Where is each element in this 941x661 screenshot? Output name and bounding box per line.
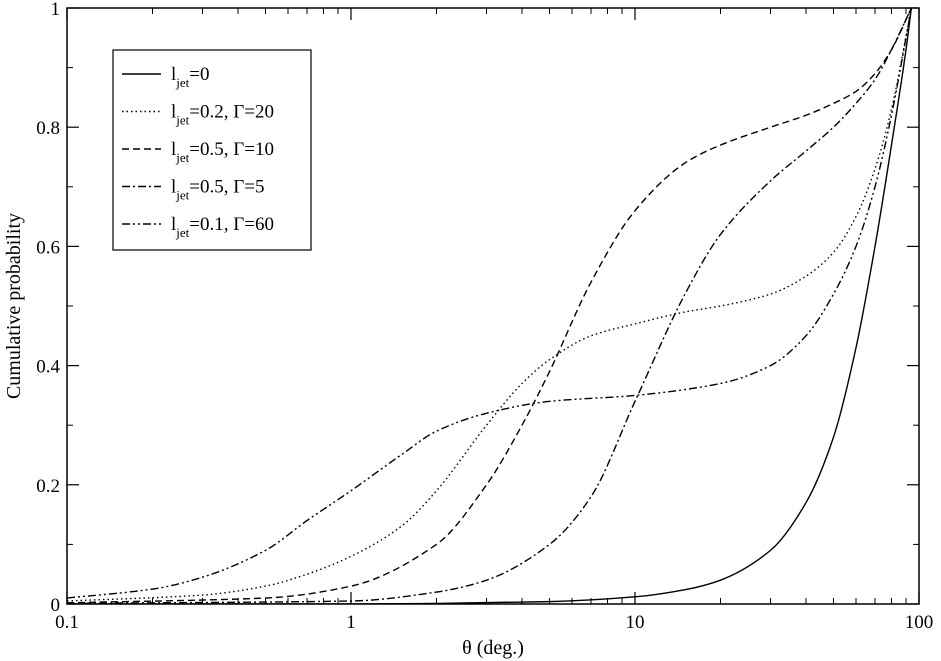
series-line-2 bbox=[67, 8, 913, 602]
legend: ljet=0 ljet=0.2, Γ=20 ljet=0.5, Γ=10 ljet=0… bbox=[112, 49, 312, 251]
legend-label-4: ljet=0.5, Γ=5 bbox=[171, 177, 264, 203]
series-line-3 bbox=[67, 8, 913, 604]
x-tick-label: 100 bbox=[905, 612, 934, 633]
series-line-5 bbox=[67, 8, 913, 599]
y-tick-label: 0.8 bbox=[36, 118, 60, 139]
series-line-4 bbox=[67, 8, 913, 604]
y-tick-label: 0.6 bbox=[36, 237, 60, 258]
x-tick-label: 1 bbox=[346, 612, 356, 633]
legend-label-5: ljet=0.1, Γ=60 bbox=[171, 214, 274, 240]
x-tick-label: 10 bbox=[626, 612, 645, 633]
ticks-layer: 0.1 1 10 100 0 0.2 0.4 0.6 0.8 1 bbox=[36, 0, 933, 633]
legend-label-1: ljet=0 bbox=[171, 64, 210, 90]
y-tick-label: 0.4 bbox=[36, 357, 60, 378]
y-tick-label: 0 bbox=[51, 595, 61, 616]
y-axis-label: Cumulative probability bbox=[3, 213, 25, 399]
x-axis-label: θ (deg.) bbox=[462, 637, 524, 659]
x-tick-label: 0.1 bbox=[55, 612, 79, 633]
legend-box bbox=[112, 49, 312, 251]
legend-label-2: ljet=0.2, Γ=20 bbox=[171, 102, 274, 128]
y-tick-label: 0.2 bbox=[36, 476, 60, 497]
legend-label-3: ljet=0.5, Γ=10 bbox=[171, 139, 274, 165]
y-tick-label: 1 bbox=[51, 0, 61, 20]
